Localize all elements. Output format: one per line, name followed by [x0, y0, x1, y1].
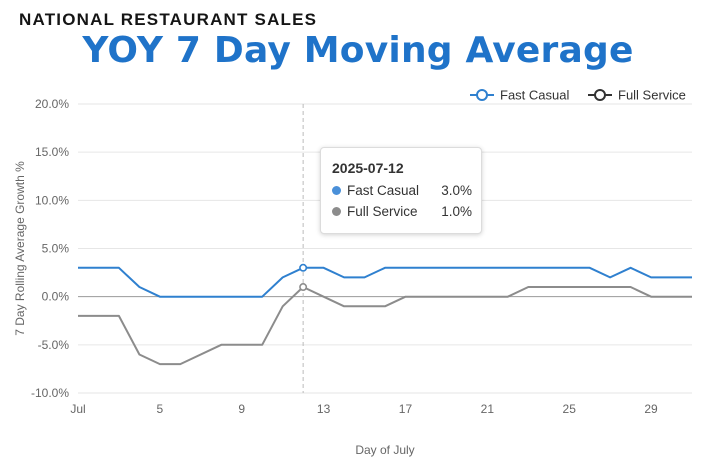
hover-point-full-service — [299, 283, 308, 292]
tooltip-series-name: Fast Casual — [347, 183, 420, 198]
y-tick-label: 0.0% — [42, 290, 70, 304]
tooltip-row-fast-casual: Fast Casual 3.0% — [332, 183, 472, 198]
tooltip-value: 3.0% — [441, 183, 472, 198]
tooltip-value: 1.0% — [441, 204, 472, 219]
x-tick-label: 17 — [399, 402, 413, 416]
tooltip-date: 2025-07-12 — [332, 160, 404, 176]
y-tick-label: 15.0% — [35, 145, 69, 159]
legend-marker-fast-casual — [476, 89, 488, 101]
x-tick-label: 29 — [644, 402, 658, 416]
x-tick-label: Jul — [70, 402, 85, 416]
series-line-full-service — [78, 286, 692, 366]
y-tick-label: -10.0% — [31, 386, 69, 400]
legend-label-full-service: Full Service — [618, 88, 686, 103]
x-tick-label: 25 — [563, 402, 577, 416]
x-tick-label: 9 — [238, 402, 245, 416]
x-axis-ticks: Jul 5 9 13 17 21 25 29 — [70, 402, 658, 416]
kicker-title: NATIONAL RESTAURANT SALES — [19, 10, 318, 29]
x-tick-label: 5 — [157, 402, 164, 416]
x-axis-title: Day of July — [355, 443, 414, 457]
tooltip-series-name: Full Service — [347, 204, 418, 219]
tooltip-row-full-service: Full Service 1.0% — [332, 204, 472, 219]
x-tick-label: 21 — [481, 402, 495, 416]
y-axis-title: 7 Day Rolling Average Growth % — [13, 161, 27, 336]
y-axis-ticks: 20.0% 15.0% 10.0% 5.0% 0.0% -5.0% -10.0% — [31, 97, 69, 400]
tooltip: 2025-07-12 Fast Casual 3.0% Full Service… — [320, 147, 482, 234]
legend-label-fast-casual: Fast Casual — [500, 88, 569, 103]
series-line-fast-casual — [78, 266, 692, 298]
x-tick-label: 13 — [317, 402, 331, 416]
legend-marker-full-service — [594, 89, 606, 101]
tooltip-dot-full-service — [332, 207, 341, 216]
series-lines — [78, 266, 692, 366]
y-tick-label: 5.0% — [42, 242, 70, 256]
y-tick-label: 20.0% — [35, 97, 69, 111]
hover-markers — [299, 263, 308, 292]
hover-point-fast-casual — [299, 263, 308, 272]
y-tick-label: -5.0% — [38, 338, 70, 352]
chart-title: YOY 7 Day Moving Average — [82, 30, 634, 71]
tooltip-dot-fast-casual — [332, 186, 341, 195]
legend: Fast Casual Full Service — [470, 88, 686, 103]
y-tick-label: 10.0% — [35, 193, 69, 207]
